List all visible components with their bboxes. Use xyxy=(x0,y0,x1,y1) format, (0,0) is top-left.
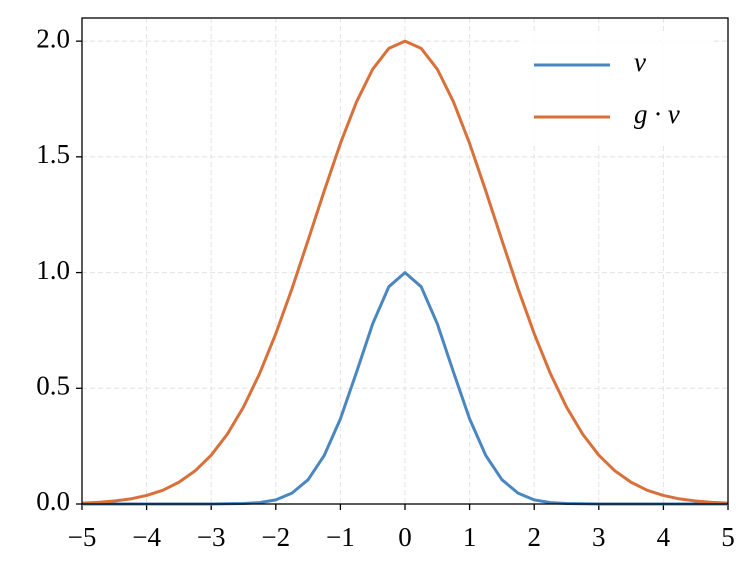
x-tick-label: 2 xyxy=(527,522,541,552)
x-tick-label: −5 xyxy=(68,522,97,552)
legend: v g · v xyxy=(522,34,712,146)
axes-frame xyxy=(81,17,729,505)
line-series xyxy=(81,39,729,505)
y-tick-label: 0.5 xyxy=(36,370,70,400)
x-tick-label: −1 xyxy=(326,522,355,552)
x-tick-label: 0 xyxy=(398,522,412,552)
x-tick-label: 5 xyxy=(721,522,735,552)
y-tick-label: 1.0 xyxy=(36,255,70,285)
y-tick-label: 1.5 xyxy=(36,139,70,169)
legend-label: g · v xyxy=(634,99,680,129)
y-tick-label: 0.0 xyxy=(36,486,70,516)
x-tick-label: −3 xyxy=(197,522,226,552)
x-tick-label: 3 xyxy=(592,522,606,552)
y-tick-label: 2.0 xyxy=(36,23,70,53)
legend-label: v xyxy=(634,47,646,77)
x-tick-label: −4 xyxy=(132,522,161,552)
x-tick-label: 1 xyxy=(463,522,477,552)
x-tick-label: 4 xyxy=(657,522,671,552)
legend-box xyxy=(522,34,712,146)
x-tick-label: −2 xyxy=(261,522,290,552)
